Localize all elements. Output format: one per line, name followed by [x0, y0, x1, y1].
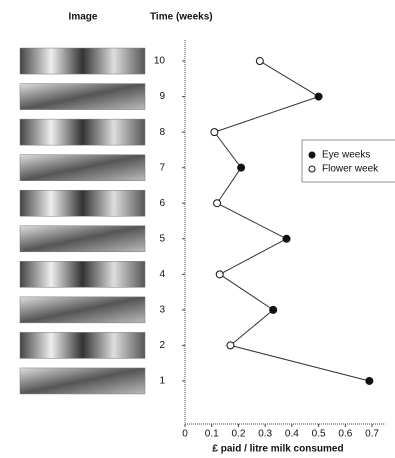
- stimulus-image: [20, 261, 145, 287]
- point: [270, 306, 277, 313]
- connector: [230, 345, 369, 381]
- stimulus-image: [20, 84, 145, 110]
- connector: [260, 61, 319, 97]
- point: [366, 377, 373, 384]
- x-tick-label: 0.7: [365, 429, 379, 440]
- y-axis-title: Time (weeks): [150, 12, 213, 23]
- connector: [220, 239, 287, 275]
- y-tick-label: 4: [159, 269, 165, 280]
- chart: Image Time (weeks) £ paid / litre milk c…: [0, 0, 395, 458]
- x-axis-title: £ paid / litre milk consumed: [212, 444, 343, 455]
- point: [238, 164, 245, 171]
- x-tick-label: 0.3: [258, 429, 272, 440]
- connector: [217, 203, 286, 239]
- legend-box: [302, 140, 395, 182]
- connector: [230, 310, 273, 346]
- y-tick-label: 5: [159, 233, 165, 244]
- legend-label: Eye weeks: [322, 150, 370, 161]
- stimulus-image: [20, 119, 145, 145]
- point: [315, 93, 322, 100]
- y-tick-label: 3: [159, 305, 165, 316]
- x-tick-label: 0.5: [312, 429, 326, 440]
- point: [214, 200, 221, 207]
- point: [227, 342, 234, 349]
- x-tick-label: 0: [182, 429, 188, 440]
- connector: [220, 274, 273, 310]
- point: [211, 129, 218, 136]
- y-tick-label: 2: [159, 340, 165, 351]
- legend-label: Flower week: [322, 164, 379, 175]
- stimulus-image: [20, 190, 145, 216]
- connector: [217, 168, 241, 204]
- legend-marker: [309, 152, 315, 158]
- y-tick-label: 6: [159, 198, 165, 209]
- connector: [214, 132, 241, 168]
- y-tick-label: 7: [159, 162, 165, 173]
- y-tick-label: 10: [154, 56, 166, 67]
- image-header: Image: [69, 12, 98, 23]
- x-tick-label: 0.1: [205, 429, 219, 440]
- stimulus-image: [20, 332, 145, 358]
- stimulus-image: [20, 48, 145, 74]
- y-tick-label: 1: [159, 376, 165, 387]
- point: [216, 271, 223, 278]
- stimulus-image: [20, 226, 145, 252]
- x-tick-label: 0.4: [285, 429, 299, 440]
- point: [256, 58, 263, 65]
- stimulus-image: [20, 155, 145, 181]
- stimulus-image: [20, 368, 145, 394]
- connector: [214, 97, 318, 133]
- point: [283, 235, 290, 242]
- legend-marker: [309, 166, 315, 172]
- stimulus-image: [20, 297, 145, 323]
- x-tick-label: 0.6: [338, 429, 352, 440]
- y-tick-label: 8: [159, 127, 165, 138]
- y-tick-label: 9: [159, 91, 165, 102]
- x-tick-label: 0.2: [231, 429, 245, 440]
